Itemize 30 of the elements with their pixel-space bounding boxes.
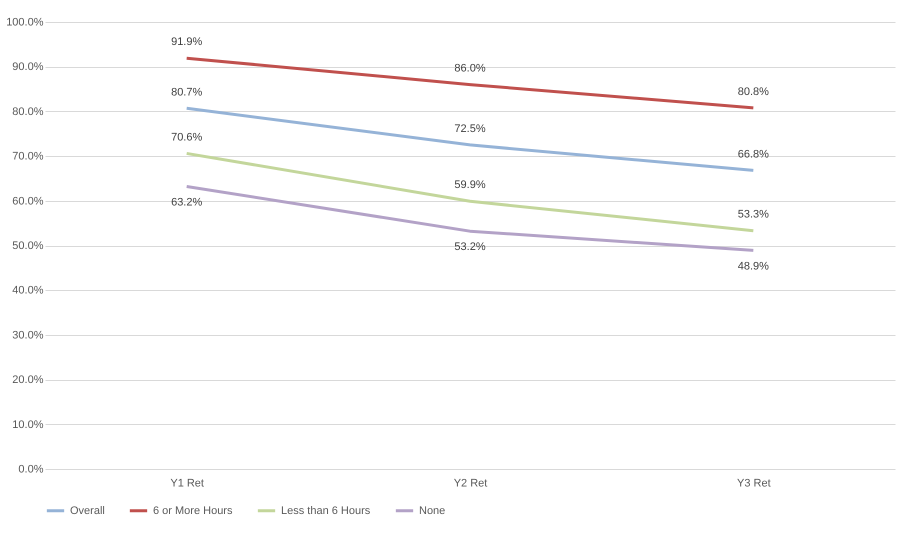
y-tick-label: 90.0% (12, 61, 44, 74)
y-tick-label: 80.0% (12, 106, 44, 118)
legend-label: 6 or More Hours (153, 504, 233, 517)
y-tick-label: 100.0% (6, 16, 44, 28)
data-label: 72.5% (454, 122, 486, 135)
y-tick-label: 0.0% (18, 464, 44, 476)
y-tick-label: 70.0% (12, 150, 44, 163)
x-tick-label: Y1 Ret (170, 478, 204, 490)
data-label: 59.9% (454, 179, 486, 192)
legend-label: None (419, 504, 446, 517)
data-label: 70.6% (171, 131, 202, 144)
data-label: 48.9% (738, 260, 770, 272)
x-tick-label: Y2 Ret (454, 478, 488, 490)
x-tick-label: Y3 Ret (737, 478, 771, 490)
data-label: 53.2% (454, 241, 486, 254)
y-tick-label: 30.0% (12, 329, 44, 342)
data-label: 63.2% (171, 196, 202, 208)
data-label: 53.3% (738, 208, 770, 221)
y-tick-label: 40.0% (12, 284, 44, 297)
data-label: 80.7% (171, 86, 202, 98)
legend-label: Less than 6 Hours (281, 504, 371, 517)
y-tick-label: 50.0% (12, 240, 44, 252)
data-label: 91.9% (171, 36, 202, 48)
y-tick-label: 10.0% (12, 418, 44, 431)
data-label: 86.0% (454, 62, 486, 75)
data-label: 80.8% (738, 86, 770, 98)
legend-label: Overall (70, 504, 105, 517)
y-tick-label: 20.0% (12, 374, 44, 386)
data-label: 66.8% (738, 148, 770, 160)
y-tick-label: 60.0% (12, 195, 44, 208)
